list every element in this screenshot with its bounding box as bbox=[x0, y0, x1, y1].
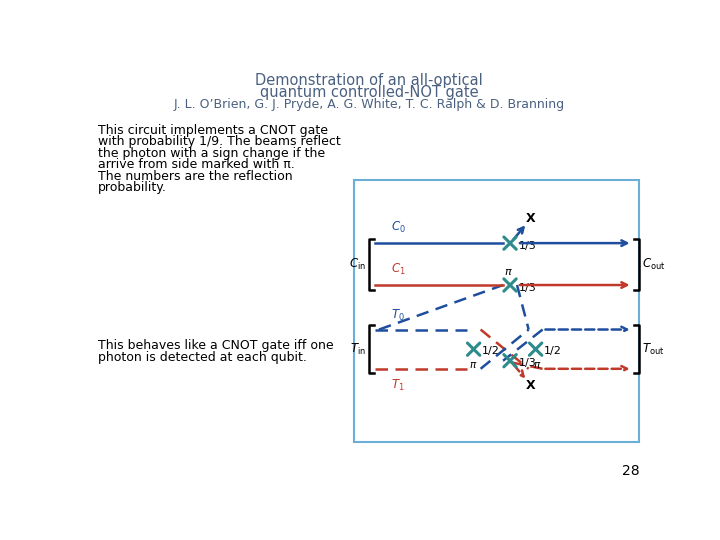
Text: with probability 1/9. The beams reflect: with probability 1/9. The beams reflect bbox=[98, 136, 341, 148]
Text: 1/3: 1/3 bbox=[518, 358, 536, 368]
Text: quantum controlled-NOT gate: quantum controlled-NOT gate bbox=[260, 85, 478, 100]
Text: $\pi$: $\pi$ bbox=[504, 267, 513, 278]
Bar bbox=[354, 180, 639, 442]
Text: the photon with a sign change if the: the photon with a sign change if the bbox=[98, 147, 325, 160]
Text: 1/3: 1/3 bbox=[518, 241, 536, 251]
Text: X: X bbox=[526, 379, 535, 392]
Text: probability.: probability. bbox=[98, 181, 166, 194]
Text: This behaves like a CNOT gate iff one: This behaves like a CNOT gate iff one bbox=[98, 339, 333, 353]
Text: $C_0$: $C_0$ bbox=[391, 220, 405, 235]
Text: This circuit implements a CNOT gate: This circuit implements a CNOT gate bbox=[98, 124, 328, 137]
Text: 1/2: 1/2 bbox=[482, 347, 500, 356]
Text: Demonstration of an all-optical: Demonstration of an all-optical bbox=[255, 73, 483, 87]
Text: $\pi$: $\pi$ bbox=[533, 360, 541, 370]
Text: $T_{\rm out}$: $T_{\rm out}$ bbox=[642, 342, 665, 357]
Text: $C_{\rm out}$: $C_{\rm out}$ bbox=[642, 256, 665, 272]
Text: $T_{\rm in}$: $T_{\rm in}$ bbox=[350, 342, 366, 357]
Text: 28: 28 bbox=[622, 464, 640, 478]
Text: The numbers are the reflection: The numbers are the reflection bbox=[98, 170, 292, 183]
Text: J. L. O’Brien, G. J. Pryde, A. G. White, T. C. Ralph & D. Branning: J. L. O’Brien, G. J. Pryde, A. G. White,… bbox=[174, 98, 564, 111]
Text: $C_{\rm in}$: $C_{\rm in}$ bbox=[349, 256, 366, 272]
Text: $\pi$: $\pi$ bbox=[469, 360, 478, 370]
Text: $C_1$: $C_1$ bbox=[391, 262, 405, 278]
Text: X: X bbox=[526, 212, 535, 225]
Text: $T_0$: $T_0$ bbox=[391, 307, 405, 322]
Text: 1/3: 1/3 bbox=[518, 283, 536, 293]
Text: 1/2: 1/2 bbox=[544, 347, 562, 356]
Text: arrive from side marked with π.: arrive from side marked with π. bbox=[98, 158, 294, 171]
Text: photon is detected at each qubit.: photon is detected at each qubit. bbox=[98, 351, 307, 364]
Text: $T_1$: $T_1$ bbox=[391, 378, 405, 393]
